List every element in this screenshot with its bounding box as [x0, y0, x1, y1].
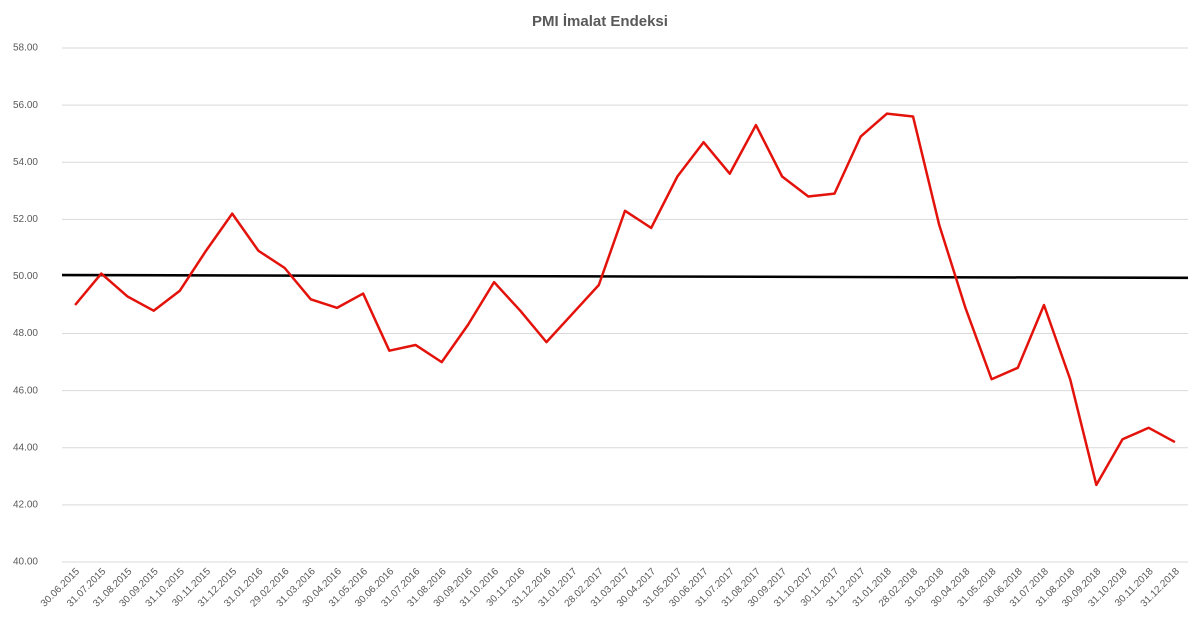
- y-tick-label: 44.00: [13, 442, 38, 453]
- y-tick-label: 46.00: [13, 385, 38, 396]
- y-tick-label: 56.00: [13, 100, 38, 111]
- y-tick-label: 54.00: [13, 157, 38, 168]
- y-tick-label: 42.00: [13, 500, 38, 511]
- trend-line: [61, 273, 1189, 280]
- chart-title: PMI İmalat Endeksi: [532, 13, 668, 30]
- y-tick-label: 48.00: [13, 328, 38, 339]
- y-tick-label: 58.00: [13, 43, 38, 54]
- y-tick-label: 52.00: [13, 214, 38, 225]
- y-tick-label: 40.00: [13, 557, 38, 568]
- data-line: [74, 112, 1176, 487]
- y-tick-label: 50.00: [13, 271, 38, 282]
